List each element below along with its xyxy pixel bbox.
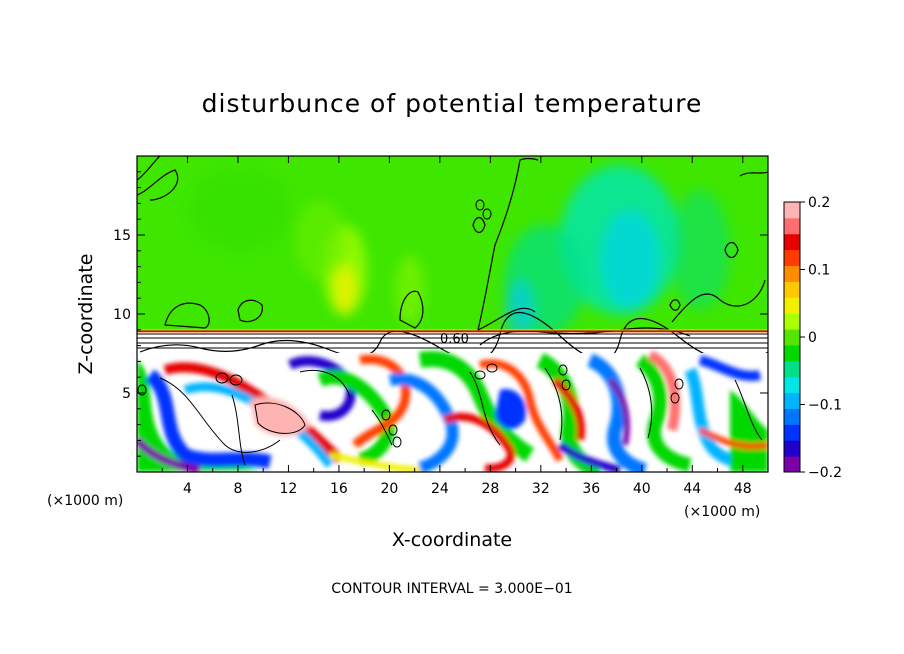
colorbar-segment <box>784 408 800 425</box>
colorbar-segment <box>784 217 800 235</box>
x-tick-label: 48 <box>734 481 752 497</box>
y-axis-label: Z-coordinate <box>75 254 97 375</box>
colorbar-segment <box>784 265 800 282</box>
upper-field-anomalies <box>190 165 730 340</box>
x-tick-label: 24 <box>431 481 449 497</box>
colorbar-tick-label: 0.1 <box>808 263 830 279</box>
chart-title: disturbunce of potential temperature <box>202 89 703 118</box>
x-unit-left: (×1000 m) <box>47 493 123 509</box>
x-tick-label: 4 <box>183 481 192 497</box>
contour-interval-footer: CONTOUR INTERVAL = 3.000E−01 <box>331 581 572 597</box>
colorbar-segment <box>784 202 800 219</box>
colorbar-tick-label: 0 <box>808 330 817 346</box>
colorbar-segment <box>784 344 800 362</box>
x-tick-label: 44 <box>683 481 701 497</box>
x-tick-label: 20 <box>380 481 398 497</box>
contour-small-ovals <box>137 199 684 448</box>
colorbar-segment <box>784 329 800 346</box>
colorbar-tick-label: −0.1 <box>808 398 842 414</box>
x-tick-label: 36 <box>582 481 600 497</box>
colorbar-segment <box>784 249 800 267</box>
colorbar-tick-label: 0.2 <box>808 195 830 211</box>
x-tick-label: 8 <box>233 481 242 497</box>
x-tick-label: 28 <box>481 481 499 497</box>
colorbar-segment <box>784 360 800 378</box>
y-tick-label: 10 <box>113 307 131 323</box>
colorbar-segment <box>784 313 800 330</box>
x-tick-label: 16 <box>330 481 348 497</box>
colorbar-segment <box>784 297 800 314</box>
y-tick-label: 15 <box>113 228 131 244</box>
x-tick-label: 12 <box>280 481 298 497</box>
contour-label: 0.60 <box>440 332 469 347</box>
upper-contours <box>137 156 768 331</box>
colorbar-segment <box>784 392 800 409</box>
x-axis: 4 8 12 16 20 24 28 32 36 40 44 48 <box>161 156 752 497</box>
x-axis-label: X-coordinate <box>392 529 512 551</box>
turbulent-eddies <box>137 350 768 472</box>
inversion-band <box>137 329 768 353</box>
y-axis: 5 10 15 <box>113 171 768 457</box>
colorbar-segment <box>784 376 800 394</box>
y-tick-label: 5 <box>122 386 131 402</box>
colorbar: 0.2 0.1 0 −0.1 −0.2 <box>783 195 842 481</box>
colorbar-tick-label: −0.2 <box>808 465 842 481</box>
colorbar-segment <box>784 456 800 473</box>
colorbar-segment <box>784 424 800 441</box>
x-tick-label: 32 <box>532 481 550 497</box>
colorbar-segment <box>784 281 800 298</box>
lower-contours <box>159 367 763 466</box>
x-tick-label: 40 <box>633 481 651 497</box>
colorbar-segment <box>784 233 800 251</box>
inversion-lines <box>137 311 768 363</box>
plot-area <box>137 156 768 472</box>
x-unit-right: (×1000 m) <box>684 504 760 520</box>
colorbar-segment <box>784 440 800 457</box>
